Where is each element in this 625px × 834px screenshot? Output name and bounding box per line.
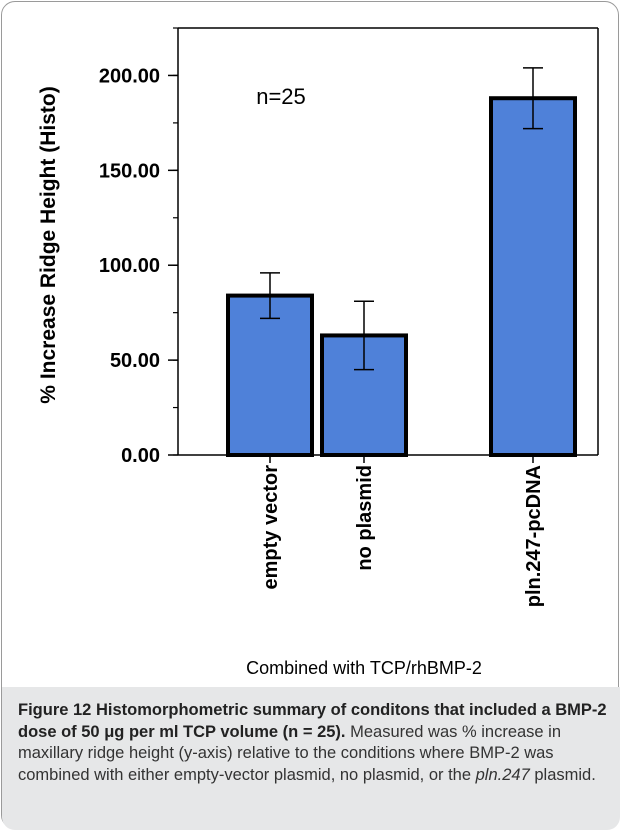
x-tick-label: no plasmid [354,465,376,571]
figure-caption: Figure 12 Histomorphometric summary of c… [18,700,613,786]
bar [226,293,314,457]
annotation-n: n=25 [256,84,306,109]
y-tick-label: 50.00 [110,350,160,372]
chart-marks: 0.00 50.00 100.00 150.00 200.00 empty vector n… [99,27,577,607]
caption-body-start: Measured was % increase in maxillary rid… [18,722,562,784]
bar-chart: 0.00 50.00 100.00 150.00 200.00 empty vector n… [37,27,599,678]
bar [489,96,577,458]
y-tick-label: 150.00 [99,160,160,182]
caption-body-italic: pln.247 [475,765,530,784]
x-tick-label: empty vector [260,465,282,590]
x-tick-label: pln.247-pcDNA [523,465,545,607]
caption-title: Figure 12 Histomorphometric summary of c… [18,701,607,741]
y-tick-label: 100.00 [99,255,160,277]
x-axis-label: Combined with TCP/rhBMP-2 [246,658,482,678]
caption-background [2,687,620,830]
y-tick-label: 200.00 [99,65,160,87]
caption-body-end: plasmid. [529,765,596,784]
y-axis-label: % Increase Ridge Height (Histo) [37,86,60,403]
y-tick-label: 0.00 [121,445,160,467]
